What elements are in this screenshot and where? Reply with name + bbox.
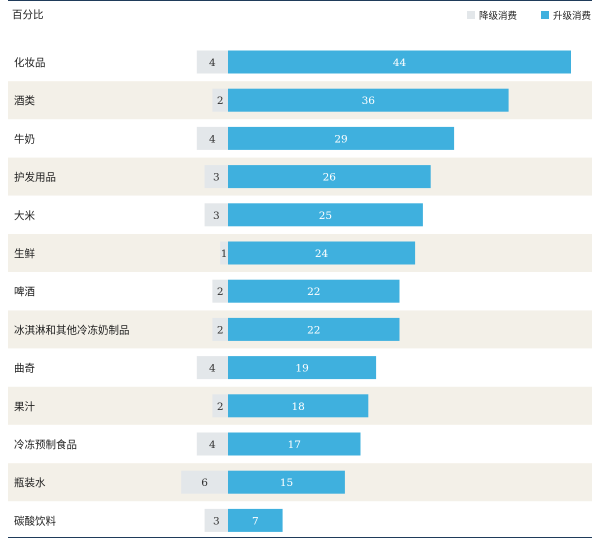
downgrade-value-label: 2 xyxy=(217,324,224,336)
upgrade-value-label: 25 xyxy=(319,210,332,222)
downgrade-bar xyxy=(196,432,228,456)
bar-row: 大米 3 25 xyxy=(14,203,423,227)
upgrade-bar xyxy=(228,203,423,227)
downgrade-value-label: 4 xyxy=(209,363,216,375)
bar-row: 冰淇淋和其他冷冻奶制品 2 22 xyxy=(14,317,400,341)
upgrade-bar xyxy=(228,432,361,456)
category-label: 冰淇淋和其他冷冻奶制品 xyxy=(14,323,130,336)
downgrade-bar xyxy=(204,508,228,532)
category-label: 牛奶 xyxy=(14,132,35,145)
top-border-line xyxy=(8,0,592,1)
category-label: 碳酸饮料 xyxy=(14,514,56,527)
bar-row: 碳酸饮料 3 7 xyxy=(14,508,283,532)
downgrade-bar xyxy=(212,88,228,112)
upgrade-value-label: 15 xyxy=(280,477,293,489)
legend-swatch xyxy=(541,11,549,19)
upgrade-value-label: 19 xyxy=(295,363,308,375)
bar-row: 果汁 2 18 xyxy=(14,394,369,418)
downgrade-value-label: 2 xyxy=(217,95,224,107)
upgrade-value-label: 22 xyxy=(307,286,320,298)
category-label: 冷冻预制食品 xyxy=(14,438,77,451)
legend-label: 升级消费 xyxy=(553,10,591,22)
downgrade-value-label: 3 xyxy=(213,515,220,527)
upgrade-bar xyxy=(228,508,283,532)
legend-item-upgrade: 升级消费 xyxy=(541,10,591,22)
downgrade-value-label: 1 xyxy=(221,248,228,260)
downgrade-value-label: 3 xyxy=(213,172,220,184)
upgrade-bar xyxy=(228,317,400,341)
bar-row: 牛奶 4 29 xyxy=(14,126,455,150)
category-label: 曲奇 xyxy=(14,362,35,375)
bar-row: 化妆品 4 44 xyxy=(14,50,571,74)
downgrade-bar xyxy=(212,317,228,341)
bar-row: 啤酒 2 22 xyxy=(14,279,400,303)
upgrade-value-label: 18 xyxy=(292,401,305,413)
downgrade-bar xyxy=(212,394,228,418)
downgrade-bar xyxy=(204,203,228,227)
downgrade-bar xyxy=(196,356,228,380)
downgrade-value-label: 4 xyxy=(209,439,216,451)
downgrade-bar xyxy=(196,50,228,74)
downgrade-value-label: 4 xyxy=(209,133,216,145)
category-label: 瓶装水 xyxy=(14,476,46,489)
upgrade-bar xyxy=(228,241,416,265)
legend-label: 降级消费 xyxy=(479,10,517,22)
category-label: 大米 xyxy=(14,209,35,222)
upgrade-value-label: 17 xyxy=(288,439,301,451)
upgrade-bar xyxy=(228,279,400,303)
upgrade-value-label: 24 xyxy=(315,248,329,260)
category-label: 果汁 xyxy=(14,400,35,413)
bar-row: 酒类 2 36 xyxy=(14,88,509,112)
upgrade-bar xyxy=(228,126,455,150)
legend-swatch xyxy=(467,11,475,19)
upgrade-value-label: 36 xyxy=(362,95,376,107)
upgrade-bar xyxy=(228,50,571,74)
bar-row: 护发用品 3 26 xyxy=(14,165,431,189)
upgrade-bar xyxy=(228,394,369,418)
downgrade-value-label: 4 xyxy=(209,57,216,69)
downgrade-value-label: 6 xyxy=(201,477,208,489)
bottom-border-line xyxy=(8,537,592,538)
downgrade-value-label: 2 xyxy=(217,286,224,298)
downgrade-bar xyxy=(196,126,228,150)
bar-row: 生鲜 1 24 xyxy=(14,241,416,265)
bar-row: 瓶装水 6 15 xyxy=(14,470,345,494)
category-label: 生鲜 xyxy=(14,247,35,260)
downgrade-bar xyxy=(204,165,228,189)
category-label: 啤酒 xyxy=(14,285,35,298)
upgrade-bar xyxy=(228,356,377,380)
category-label: 化妆品 xyxy=(14,56,46,69)
bar-row: 曲奇 4 19 xyxy=(14,356,377,380)
upgrade-bar xyxy=(228,165,431,189)
category-label: 酒类 xyxy=(14,94,35,107)
downgrade-bar xyxy=(212,279,228,303)
upgrade-bar xyxy=(228,470,345,494)
bar-row: 冷冻预制食品 4 17 xyxy=(14,432,361,456)
downgrade-bar xyxy=(220,241,228,265)
category-label: 护发用品 xyxy=(14,171,56,184)
legend-item-downgrade: 降级消费 xyxy=(467,10,517,22)
legend: 降级消费 升级消费 xyxy=(467,10,591,22)
downgrade-value-label: 2 xyxy=(217,401,224,413)
upgrade-value-label: 7 xyxy=(252,515,259,527)
upgrade-bar xyxy=(228,88,509,112)
unit-label: 百分比 xyxy=(12,8,44,21)
upgrade-value-label: 29 xyxy=(334,133,347,145)
upgrade-value-label: 26 xyxy=(323,172,337,184)
downgrade-bar xyxy=(181,470,228,494)
upgrade-value-label: 44 xyxy=(393,57,407,69)
upgrade-value-label: 22 xyxy=(307,324,320,336)
downgrade-value-label: 3 xyxy=(213,210,220,222)
